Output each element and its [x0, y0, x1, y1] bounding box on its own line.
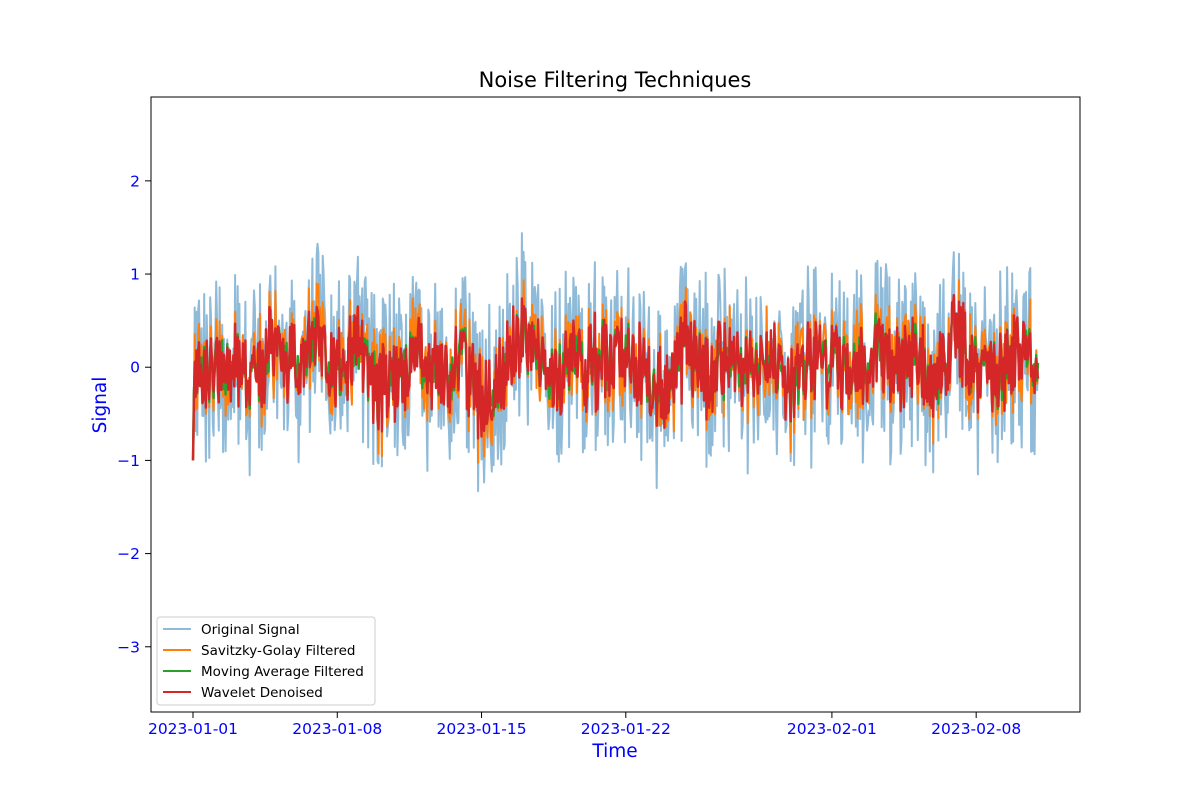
y-tick-label: −3	[117, 638, 140, 656]
y-tick-label: −1	[117, 452, 140, 470]
series-line-wavelet-denoised	[191, 293, 1040, 461]
y-axis-label: Signal	[90, 377, 111, 434]
series-layer	[191, 232, 1040, 493]
legend-box	[156, 616, 376, 706]
x-tick-label: 2023-01-15	[436, 720, 526, 738]
y-tick-label: 2	[130, 172, 140, 190]
series-line-original-signal	[192, 232, 1039, 493]
y-tick-label: 0	[130, 359, 140, 377]
x-tick-label: 2023-01-08	[292, 720, 382, 738]
x-tick-label: 2023-01-01	[148, 720, 238, 738]
x-tick-label: 2023-01-22	[581, 720, 671, 738]
legend-label: Moving Average Filtered	[201, 664, 364, 680]
y-tick-label: 1	[130, 266, 140, 284]
legend: Original Signal Savitzky-Golay Filtered Mo…	[156, 616, 376, 706]
x-tick-label: 2023-02-01	[787, 720, 877, 738]
legend-label: Original Signal	[201, 622, 300, 638]
legend-label: Savitzky-Golay Filtered	[201, 643, 355, 659]
x-tick-label: 2023-02-08	[931, 720, 1021, 738]
y-tick-label: −2	[117, 545, 140, 563]
chart-title: Noise Filtering Techniques	[479, 68, 752, 92]
plot-frame	[150, 96, 1081, 713]
x-axis: 2023-01-01 2023-01-08 2023-01-15 2023-01-22…	[148, 712, 1021, 738]
x-axis-label: Time	[591, 741, 637, 762]
legend-label: Wavelet Denoised	[201, 685, 323, 701]
y-axis: −3 −2 −1 0 1 2	[117, 172, 151, 656]
